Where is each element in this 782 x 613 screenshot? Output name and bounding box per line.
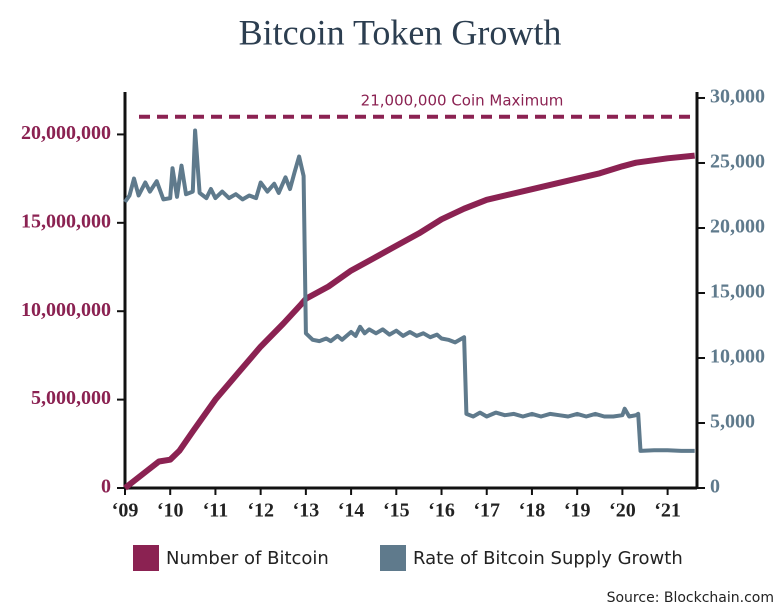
y2-tick-label: 15,000 [710, 281, 765, 303]
x-tick-label: ‘19 [564, 500, 591, 522]
x-tick-label: ‘11 [203, 500, 229, 522]
x-tick-label: ‘17 [473, 500, 500, 522]
y2-tick-label: 30,000 [710, 86, 765, 108]
y2-tick-label: 0 [710, 476, 720, 498]
x-tick-label: ‘21 [654, 500, 681, 522]
legend-swatch [133, 545, 159, 571]
x-tick-label: ‘09 [112, 500, 139, 522]
x-tick-label: ‘14 [338, 500, 365, 522]
series-line [123, 152, 695, 491]
source: Source: Blockchain.com [607, 590, 774, 606]
y2-tick-label: 10,000 [710, 346, 765, 368]
y2-tick-label: 5,000 [710, 411, 755, 433]
x-tick-label: ‘18 [519, 500, 546, 522]
chart-title: Bitcoin Token Growth [239, 12, 562, 52]
y-tick-label: 20,000,000 [21, 122, 111, 144]
y-tick-label: 0 [101, 476, 111, 498]
legend-label: Number of Bitcoin [166, 548, 329, 569]
x-tick-label: ‘10 [157, 500, 184, 522]
x-tick-label: ‘12 [247, 500, 274, 522]
x-tick-label: ‘16 [428, 500, 455, 522]
x-tick-label: ‘15 [383, 500, 410, 522]
y-tick-label: 10,000,000 [21, 299, 111, 321]
x-tick-label: ‘20 [609, 500, 636, 522]
legend-label: Rate of Bitcoin Supply Growth [413, 548, 683, 569]
x-tick-label: ‘13 [293, 500, 320, 522]
y2-tick-label: 25,000 [710, 151, 765, 173]
y-tick-label: 5,000,000 [31, 387, 111, 409]
y2-tick-label: 20,000 [710, 216, 765, 238]
series-line [123, 128, 695, 453]
y-tick-label: 15,000,000 [21, 210, 111, 232]
reference-label: 21,000,000 Coin Maximum [361, 91, 564, 109]
legend-swatch [380, 545, 406, 571]
